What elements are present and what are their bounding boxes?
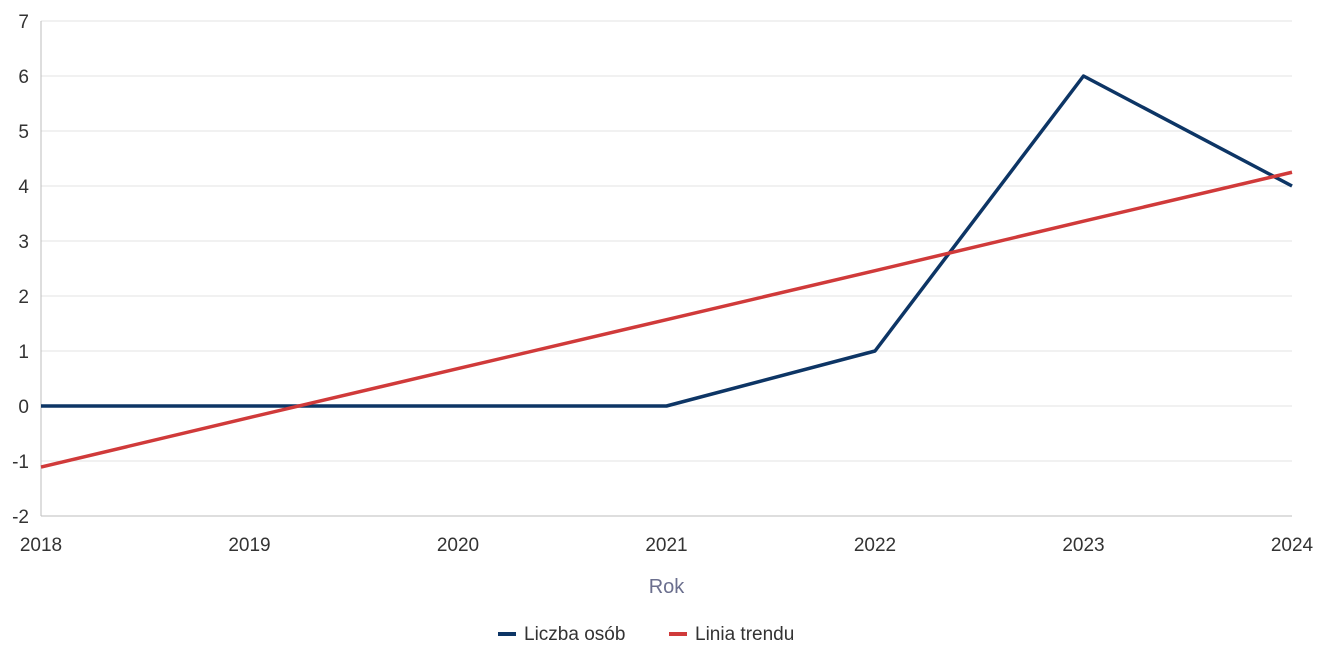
x-tick-label: 2020 [437,535,479,556]
y-tick-label: 6 [18,67,29,88]
legend-label: Linia trendu [695,624,794,645]
y-tick-label: 7 [18,12,29,33]
x-tick-label: 2022 [854,535,896,556]
x-tick-label: 2018 [20,535,62,556]
y-tick-label: 0 [18,397,29,418]
y-tick-label: 3 [18,232,29,253]
legend-label: Liczba osób [524,624,625,645]
x-tick-label: 2024 [1271,535,1314,556]
series-line-1 [41,74,1293,408]
y-axis-ticks: -2 -1 0 1 2 3 4 5 6 7 [12,12,29,528]
y-tick-label: -2 [12,507,29,528]
y-tick-label: 5 [18,122,29,143]
x-tick-label: 2021 [645,535,687,556]
x-axis-title: Rok [649,576,686,598]
y-tick-label: 4 [18,177,29,198]
legend: Liczba osób Linia trendu [498,624,794,645]
series-line-2 [40,170,1293,469]
x-tick-label: 2019 [228,535,270,556]
x-tick-label: 2023 [1062,535,1104,556]
x-axis-ticks: 2018 2019 2020 2021 2022 2023 2024 [20,535,1314,556]
y-tick-label: -1 [12,452,29,473]
series-lines [40,74,1293,469]
y-tick-label: 1 [18,342,29,363]
y-tick-label: 2 [18,287,29,308]
